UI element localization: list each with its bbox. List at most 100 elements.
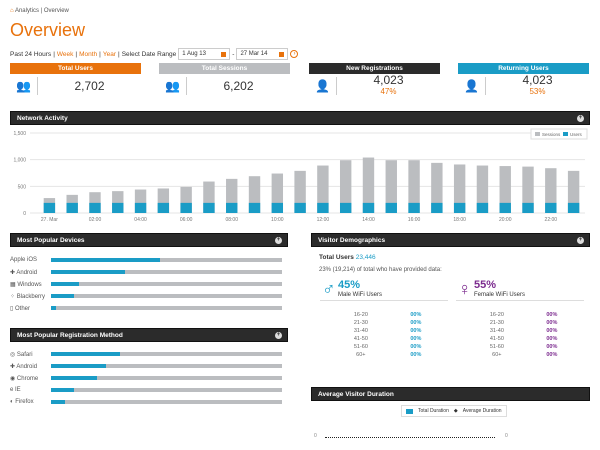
x-tick-label: 12:00 — [317, 217, 330, 223]
age-range: 41-50 — [353, 336, 368, 342]
users-bar — [567, 202, 580, 213]
share-bar — [51, 294, 282, 298]
sep: | — [99, 50, 101, 58]
age-row: 51-60 00% — [330, 343, 440, 351]
apply-date-button[interactable]: › — [290, 50, 299, 58]
users-bar — [362, 202, 375, 213]
list-item: ✚ Android — [10, 267, 282, 277]
sessions-bar — [567, 170, 580, 213]
panel-title: Visitor Demographics — [318, 237, 386, 244]
expand-icon[interactable]: + — [275, 237, 282, 244]
users-icon: 👥 — [10, 77, 38, 95]
users-bar — [499, 202, 511, 213]
sessions-bar — [453, 164, 466, 213]
users-bar — [271, 202, 284, 213]
expand-icon[interactable]: + — [577, 115, 584, 122]
users-bar — [43, 202, 56, 213]
sessions-bar — [408, 160, 420, 213]
filter-past-24-hours[interactable]: Past 24 Hours — [10, 50, 52, 58]
age-range: 41-50 — [489, 336, 504, 342]
male-age-table: 16-20 00% 21-30 00% 31-40 00% 41-50 00% 51-60 00%… — [330, 311, 440, 359]
legend-sessions[interactable]: Sessions — [542, 132, 561, 137]
sessions-bar — [112, 191, 124, 213]
female-icon: ♀ — [458, 279, 472, 299]
users-bar — [522, 202, 534, 213]
share-bar-fill — [51, 258, 160, 262]
users-bar — [453, 202, 466, 213]
share-bar — [51, 270, 282, 274]
sep: | — [75, 50, 78, 58]
legend-users[interactable]: Users — [570, 132, 583, 137]
stat-value: 2,702 — [74, 78, 105, 93]
date-to-input[interactable]: 27 Mar 14 — [236, 48, 289, 60]
x-tick-label: 10:00 — [271, 217, 284, 223]
sessions-bar — [226, 178, 238, 213]
age-range: 16-20 — [353, 312, 368, 318]
y-tick-label: 1,000 — [13, 158, 26, 164]
filter-month[interactable]: Month — [79, 50, 98, 58]
duration-legend: Total Duration ◆ Average Duration — [401, 405, 507, 417]
age-row: 21-30 00% — [330, 319, 440, 327]
breadcrumb-text: Analytics | Overview — [14, 8, 69, 14]
item-label: Safari — [16, 351, 33, 358]
age-pct: 00% — [546, 312, 558, 318]
share-bar — [51, 352, 282, 356]
axis-end: 0 — [505, 433, 508, 439]
users-bar — [248, 202, 261, 213]
sessions-bar — [499, 166, 511, 213]
sessions-bar — [385, 160, 397, 213]
home-icon[interactable]: ⌂ — [10, 8, 14, 14]
age-pct: 00% — [410, 336, 422, 342]
legend-total: Total Duration — [418, 408, 449, 414]
chart-legend — [530, 128, 588, 140]
x-tick-label: 08:00 — [225, 217, 238, 223]
network-activity-chart: 0 500 1,000 1,500 27. Mar 02:00 04:00 06:00 08:0… — [13, 128, 588, 223]
filter-week[interactable]: Week — [56, 50, 74, 58]
expand-icon[interactable]: + — [275, 332, 282, 339]
users-bar — [385, 202, 397, 213]
users-bar — [476, 202, 489, 213]
demographics-header: Visitor Demographics + — [311, 233, 590, 247]
stat-card-title: Returning Users — [458, 63, 589, 74]
female-label: Female WiFi Users — [474, 292, 526, 298]
share-bar-fill — [51, 306, 56, 310]
x-tick-label: 02:00 — [89, 217, 102, 223]
users-icon: 👥 — [159, 77, 187, 95]
item-label: Windows — [17, 281, 42, 288]
share-bar — [51, 306, 282, 310]
x-tick-label: 20:00 — [499, 217, 512, 223]
stat-card: Total Users 👥 2,702 — [10, 63, 141, 98]
share-bar-fill — [51, 270, 125, 274]
age-pct: 00% — [546, 328, 558, 334]
date-from-input[interactable]: 1 Aug 13 — [178, 48, 231, 60]
list-item: ◎ Safari — [10, 349, 282, 359]
calendar-icon[interactable] — [221, 52, 227, 57]
item-label: IE — [15, 387, 21, 393]
item-label: Blackberry — [16, 293, 46, 300]
sessions-bar — [180, 186, 192, 213]
expand-icon[interactable]: + — [577, 237, 584, 244]
average-duration-line — [325, 437, 495, 438]
blackberry-icon: ⁘ — [10, 293, 16, 300]
add-user-icon: 👤 — [309, 77, 337, 95]
x-tick-label: 04:00 — [134, 217, 147, 223]
average-duration-marker-icon: ◆ — [453, 408, 458, 414]
users-bar — [180, 202, 192, 213]
share-bar-fill — [51, 352, 121, 356]
sep: | — [53, 50, 55, 58]
item-label: Apple iOS — [10, 257, 38, 263]
users-bar — [545, 202, 557, 213]
sessions-bar — [134, 189, 147, 213]
age-range: 51-60 — [353, 344, 368, 350]
age-row: 60+ 00% — [466, 351, 576, 359]
stat-card: New Registrations 👤 4,023 47% — [309, 63, 440, 98]
age-row: 31-40 00% — [330, 327, 440, 335]
calendar-icon[interactable] — [279, 52, 285, 57]
share-bar — [51, 388, 282, 392]
panel-title: Average Visitor Duration — [318, 391, 394, 398]
age-row: 51-60 00% — [466, 343, 576, 351]
filter-year[interactable]: Year — [102, 50, 117, 58]
sessions-bar — [89, 192, 101, 213]
list-item: e IE — [10, 385, 282, 395]
y-tick-label: 500 — [18, 184, 27, 190]
